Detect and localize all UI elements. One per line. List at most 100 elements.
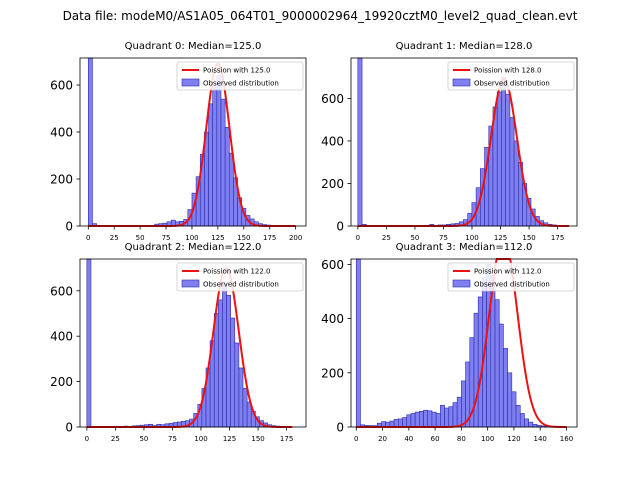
legend-hist-swatch: [452, 78, 471, 87]
x-tick-label: 100: [465, 234, 478, 242]
x-tick-label: 175: [263, 234, 276, 242]
y-tick-label: 600: [321, 92, 344, 106]
histogram-bar: [515, 405, 521, 428]
histogram-bar: [505, 93, 511, 227]
subplot-title: Quadrant 0: Median=125.0: [125, 41, 262, 52]
y-tick-label: 200: [321, 366, 344, 380]
histogram-bar: [532, 423, 538, 428]
histogram-bar: [507, 372, 513, 428]
histogram-bar: [226, 295, 231, 428]
histogram-bar: [440, 405, 445, 428]
poisson-fit-line: [86, 267, 293, 428]
legend-fit-label: Poission with 128.0: [474, 67, 542, 75]
histogram-bar: [513, 140, 519, 227]
legend-hist-swatch: [181, 279, 200, 288]
x-tick-label: 0: [85, 435, 89, 443]
subplot-3: 0 20 40 60 80 100 120 140 160 0 200 400 600 Quadrant …: [321, 242, 578, 443]
x-tick-label: 200: [289, 234, 302, 242]
histogram-bar: [355, 258, 361, 428]
histogram-bar: [220, 98, 226, 227]
x-tick-label: 40: [404, 435, 413, 443]
histogram-bar: [414, 411, 420, 428]
x-tick-label: 0: [86, 234, 90, 242]
x-tick-label: 25: [382, 234, 391, 242]
subplot-title: Quadrant 1: Median=128.0: [396, 41, 533, 52]
subplot-title: Quadrant 3: Median=112.0: [396, 242, 533, 253]
legend-fit-label: Poission with 122.0: [203, 268, 271, 276]
histogram-bar: [224, 127, 230, 227]
x-tick-label: 100: [185, 234, 198, 242]
legend-hist-swatch: [181, 78, 200, 87]
histogram-bar: [410, 413, 416, 428]
x-tick-label: 25: [111, 435, 120, 443]
histogram-bar: [393, 419, 399, 428]
histogram-bar: [406, 414, 412, 428]
x-tick-label: 25: [110, 234, 119, 242]
x-tick-label: 160: [560, 435, 573, 443]
subplot-2: 0 25 50 75 100 125 150 175 0 200 400 600 Quadrant 2:…: [50, 242, 307, 443]
x-tick-label: 100: [194, 435, 207, 443]
x-tick-label: 75: [439, 234, 448, 242]
histogram-bar: [456, 396, 462, 428]
legend-hist-swatch: [452, 279, 471, 288]
histogram-bar: [212, 87, 218, 227]
axes-frame: [350, 258, 578, 428]
histogram-bar: [216, 75, 222, 227]
y-tick-label: 600: [321, 258, 344, 272]
x-tick-label: 120: [507, 435, 520, 443]
x-tick-label: 175: [551, 234, 564, 242]
figure-suptitle: Data file: modeM0/AS1A05_064T01_90000029…: [63, 9, 578, 23]
histogram-bar: [452, 402, 458, 428]
legend-box: [176, 61, 304, 91]
histogram-bar: [222, 283, 227, 428]
legend-hist-label: Observed distribution: [474, 281, 550, 289]
legend-fit-label: Poission with 125.0: [203, 67, 271, 75]
x-tick-label: 125: [211, 234, 224, 242]
x-tick-label: 150: [251, 435, 264, 443]
histogram-bar: [230, 317, 236, 428]
histogram-bar: [242, 388, 248, 428]
histogram-bar: [427, 410, 433, 428]
y-tick-label: 200: [50, 375, 73, 389]
y-tick-label: 400: [50, 126, 73, 140]
histogram-bar: [477, 296, 483, 428]
histogram-bar: [503, 348, 508, 428]
x-tick-label: 175: [280, 435, 293, 443]
x-tick-label: 20: [378, 435, 387, 443]
x-tick-label: 80: [457, 435, 466, 443]
histogram-bar: [213, 313, 219, 428]
x-tick-label: 75: [168, 435, 177, 443]
x-tick-label: 150: [522, 234, 535, 242]
y-tick-label: 200: [321, 177, 344, 191]
x-tick-label: 125: [494, 234, 507, 242]
histogram-bar: [519, 413, 525, 428]
y-tick-label: 400: [50, 330, 73, 344]
x-tick-label: 50: [136, 234, 145, 242]
histogram-bar: [511, 391, 517, 428]
histogram-bar: [234, 342, 240, 428]
x-tick-label: 60: [431, 435, 440, 443]
histogram-bar: [208, 103, 213, 227]
histogram-bar: [228, 152, 234, 227]
histogram-bar: [357, 57, 363, 227]
subplot-0: 0 25 50 75 100 125 150 175 200 0 200 400 600 Quadrant…: [50, 41, 307, 242]
histogram-bar: [444, 407, 450, 428]
subplot-title: Quadrant 2: Median=122.0: [125, 242, 262, 253]
axes-frame: [350, 57, 578, 227]
legend-hist-label: Observed distribution: [474, 80, 550, 88]
histogram-bar: [509, 117, 515, 227]
axes-frame: [79, 57, 307, 227]
histogram-bar: [461, 380, 466, 428]
x-tick-label: 50: [139, 435, 148, 443]
histogram-bar: [402, 417, 408, 428]
histogram-bar: [398, 418, 403, 428]
poisson-fit-line: [357, 78, 570, 227]
y-tick-label: 200: [50, 173, 73, 187]
y-tick-label: 0: [336, 220, 344, 234]
histogram-bar: [528, 421, 534, 428]
histogram-bar: [501, 76, 506, 227]
histogram-bar: [435, 413, 441, 428]
y-tick-label: 600: [50, 284, 73, 298]
x-tick-label: 0: [354, 435, 358, 443]
